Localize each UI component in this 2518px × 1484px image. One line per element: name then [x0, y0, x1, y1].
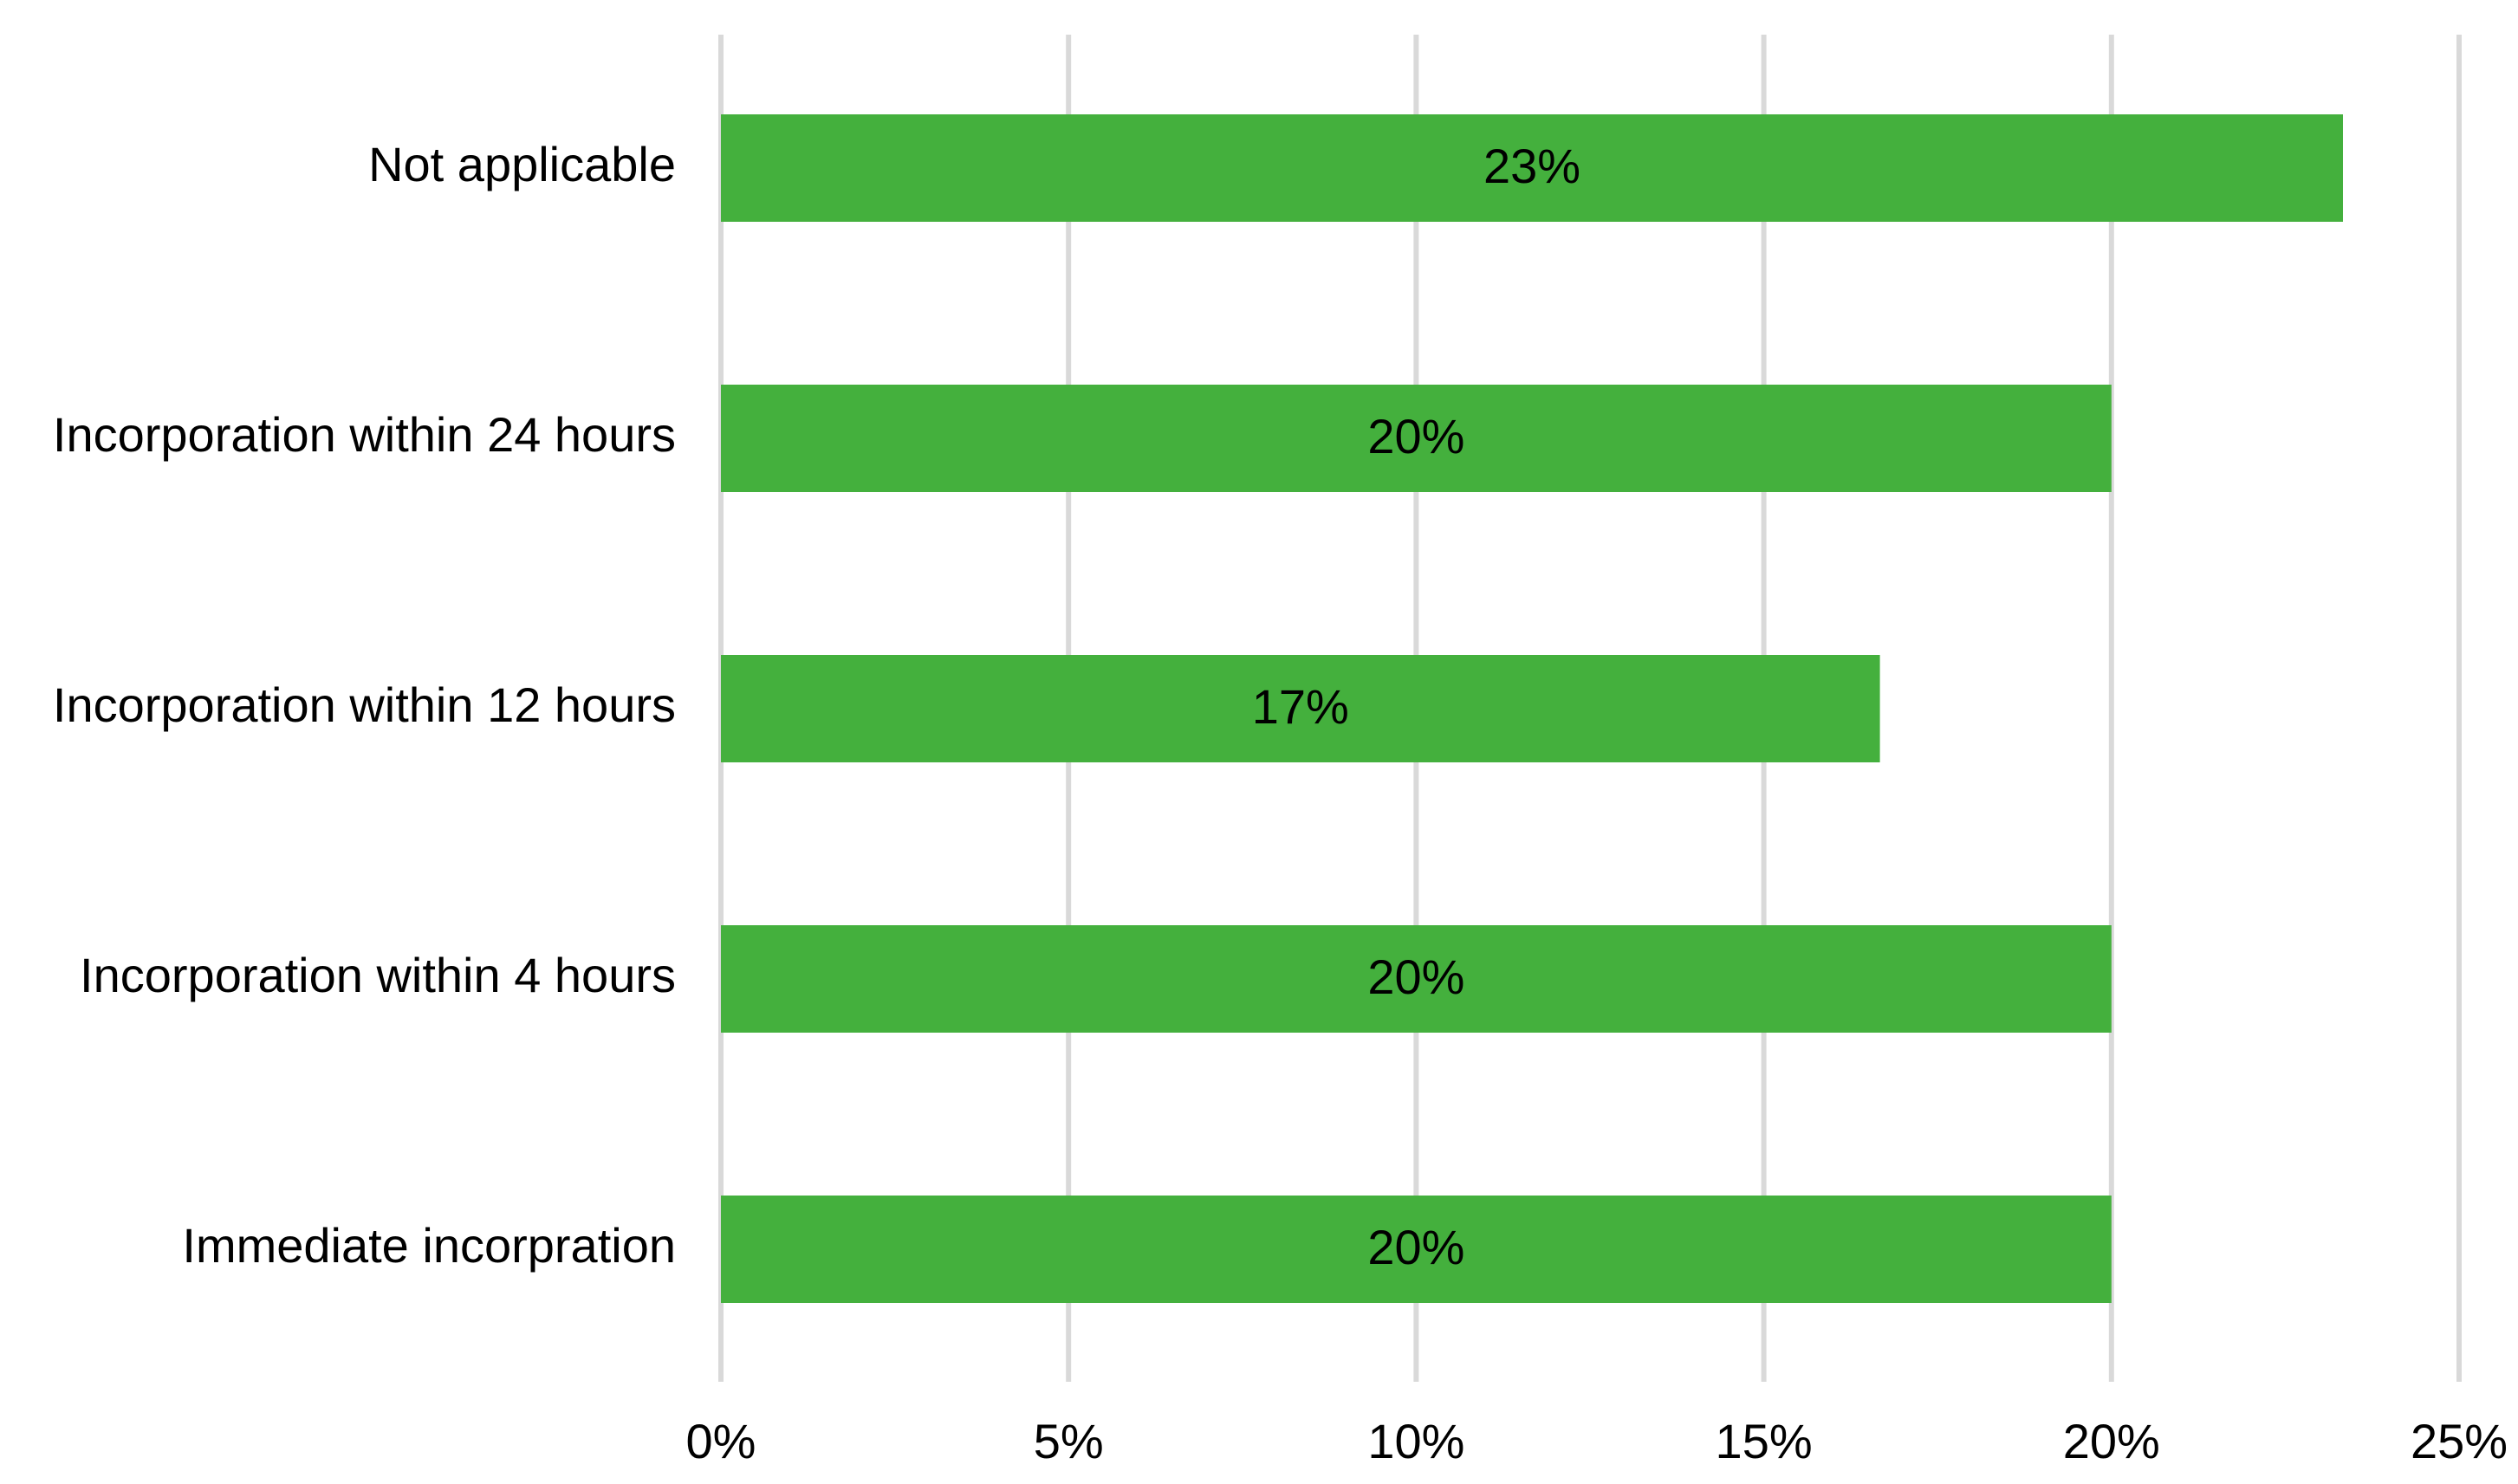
x-tick-label: 5%	[1034, 1414, 1104, 1468]
bar	[721, 925, 2112, 1033]
category-label: Incorporation within 24 hours	[53, 407, 676, 462]
bar	[721, 655, 1880, 762]
category-label: Not applicable	[368, 137, 676, 191]
data-label: 17%	[1252, 679, 1349, 734]
x-tick-label: 20%	[2063, 1414, 2160, 1468]
x-axis-tick-labels: 0% 5% 10% 15% 20% 25%	[686, 1414, 2508, 1468]
data-label: 20%	[1367, 1220, 1464, 1274]
category-label: Incorporation within 12 hours	[53, 677, 676, 732]
data-labels: 23% 20% 17% 20% 20%	[1252, 139, 1580, 1274]
bar	[721, 114, 2343, 222]
x-tick-label: 10%	[1367, 1414, 1464, 1468]
category-label: Incorporation within 4 hours	[80, 948, 676, 1002]
bar	[721, 385, 2112, 492]
x-tick-label: 25%	[2411, 1414, 2508, 1468]
data-label: 23%	[1483, 139, 1580, 193]
bar	[721, 1196, 2112, 1303]
category-label: Immediate incorpration	[182, 1218, 676, 1273]
x-tick-label: 0%	[686, 1414, 756, 1468]
data-label: 20%	[1367, 409, 1464, 463]
bars	[721, 114, 2343, 1303]
data-label: 20%	[1367, 949, 1464, 1004]
x-tick-label: 15%	[1716, 1414, 1813, 1468]
category-labels: Not applicable Incorporation within 24 ho…	[53, 137, 676, 1273]
